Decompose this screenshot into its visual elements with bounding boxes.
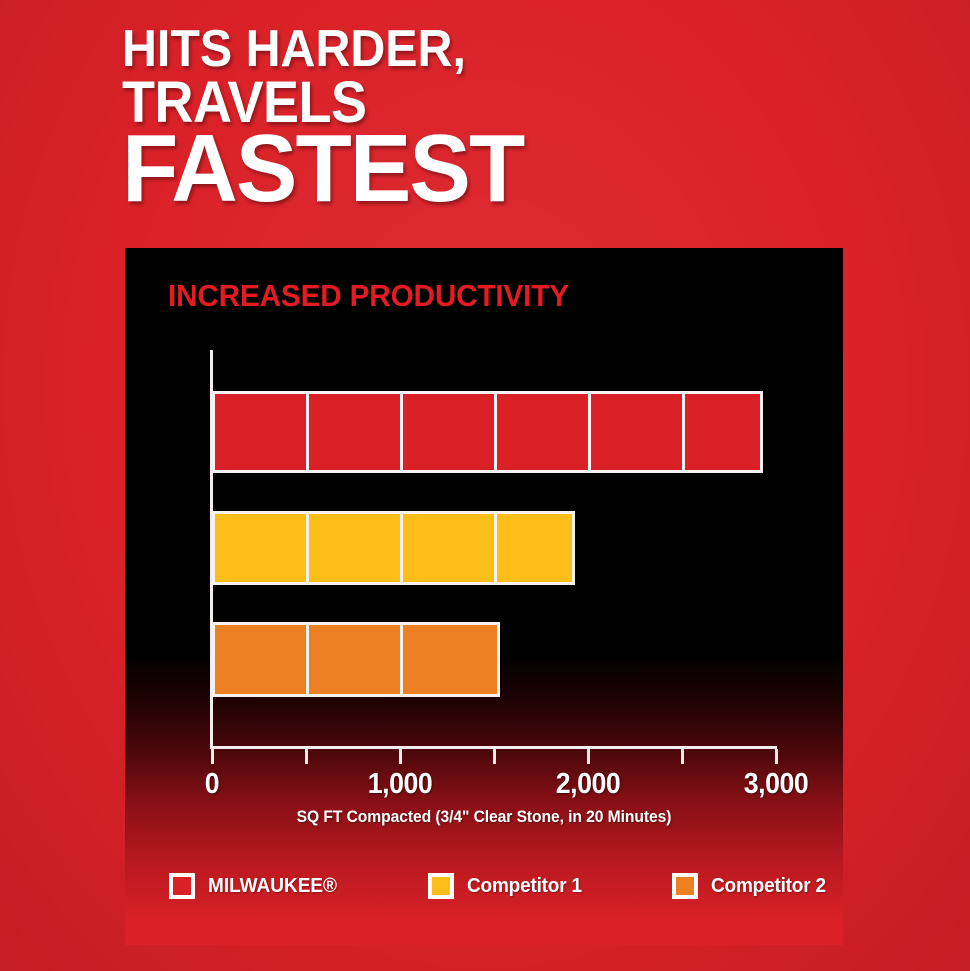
- chart-title: INCREASED PRODUCTIVITY: [168, 278, 569, 313]
- x-axis-tick: [587, 749, 590, 764]
- chart-legend: MILWAUKEE® Competitor 1 Competitor 2: [165, 873, 826, 899]
- bar-competitor-2: [212, 622, 500, 697]
- bar-segment: [403, 394, 497, 470]
- legend-swatch: [427, 873, 454, 899]
- legend-item: Competitor 2: [671, 873, 832, 899]
- bar-segment: [403, 625, 497, 694]
- bar-segment: [309, 514, 403, 582]
- legend-swatch: [169, 873, 195, 899]
- x-axis-tick: [775, 749, 778, 764]
- headline-line-3: FASTEST: [122, 115, 525, 223]
- y-axis-line: [210, 350, 213, 748]
- bar-competitor-1: [212, 511, 576, 585]
- x-axis-tick: [211, 749, 214, 764]
- legend-label: MILWAUKEE®: [208, 874, 338, 897]
- bar-milwaukee: [212, 391, 764, 473]
- headline: HITS HARDER, TRAVELS FASTEST: [122, 20, 882, 223]
- x-axis-tick-label: 2,000: [555, 768, 621, 800]
- bar-segment: [215, 514, 309, 582]
- bar-segment: [215, 394, 309, 470]
- x-axis-tick-label: 0: [204, 768, 220, 800]
- bar-segment: [309, 625, 403, 694]
- headline-line-1: HITS HARDER,: [122, 20, 466, 78]
- legend-label: Competitor 1: [466, 874, 582, 897]
- legend-item: MILWAUKEE®: [169, 873, 344, 899]
- legend-swatch: [671, 873, 698, 899]
- bar-segment: [403, 514, 497, 582]
- headline-line-2: TRAVELS: [122, 69, 367, 135]
- x-axis-tick: [681, 749, 684, 764]
- chart-caption: SQ FT Compacted (3/4" Clear Stone, in 20…: [296, 808, 672, 826]
- x-axis-tick: [399, 749, 402, 764]
- plot-area: 0 1,000 2,000 3,000: [205, 350, 809, 800]
- x-axis-tick-label: 1,000: [367, 768, 433, 800]
- legend-label: Competitor 2: [710, 874, 826, 897]
- x-axis-tick: [493, 749, 496, 764]
- bar-segment: [215, 625, 309, 694]
- bar-segment: [497, 514, 573, 582]
- bar-segment: [497, 394, 591, 470]
- legend-item: Competitor 1: [427, 873, 588, 899]
- x-axis-tick-label: 3,000: [743, 768, 809, 800]
- x-axis-tick: [305, 749, 308, 764]
- bar-segment: [591, 394, 685, 470]
- bar-segment: [685, 394, 761, 470]
- chart-panel: INCREASED PRODUCTIVITY 0 1,000 2,000 3,000 …: [125, 248, 843, 945]
- bar-segment: [309, 394, 403, 470]
- x-axis-line: [210, 746, 777, 749]
